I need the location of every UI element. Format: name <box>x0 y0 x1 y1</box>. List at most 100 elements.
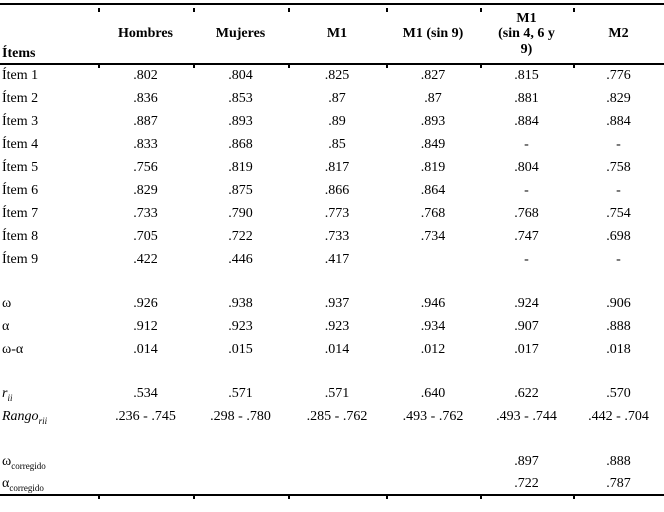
cell-value: .493 - .744 <box>496 408 557 424</box>
cell-value: .705 <box>133 228 158 244</box>
cell-value: .815 <box>514 68 539 83</box>
tick-mark <box>193 495 195 499</box>
tick-mark <box>573 8 575 12</box>
cell-value: .015 <box>228 341 253 357</box>
row-label: αcorregido <box>0 473 98 495</box>
cell-value: .804 <box>228 68 253 83</box>
cell-value: .747 <box>514 228 539 244</box>
results-table: Ítems Hombres Mujeres M1 M1 (sin 9) M1 (… <box>0 3 664 496</box>
cell-value: .819 <box>420 159 446 175</box>
section-gap <box>0 428 664 451</box>
cell-value: .754 <box>606 205 631 221</box>
cell-value: .804 <box>514 159 539 175</box>
item-row: Ítem 8 .705 .722 .733 .734 .747 .698 <box>0 225 664 248</box>
row-label-subscript: corregido <box>9 482 44 493</box>
cell-value: .906 <box>606 295 631 311</box>
cell-value: .85 <box>328 136 346 152</box>
spacer-row <box>0 361 664 382</box>
row-label: Rangorii <box>0 405 98 428</box>
col-header-m1-sin9: M1 (sin 9) <box>402 26 464 42</box>
cell-value: .014 <box>133 341 158 357</box>
row-label: ω-α <box>2 341 24 357</box>
table-header: Ítems Hombres Mujeres M1 M1 (sin 9) M1 (… <box>0 4 664 64</box>
cell-value: .733 <box>324 228 350 244</box>
cell-value: .926 <box>133 295 158 311</box>
tick-mark <box>288 8 290 12</box>
cell-value: .698 <box>606 228 631 244</box>
row-label: ω <box>2 295 12 311</box>
items-section: Ítem 1 .802 .804 .825 .827 .815 .776 Ítem 2 .836… <box>0 64 664 271</box>
cell-value: .849 <box>420 136 446 152</box>
cell-value: .87 <box>328 90 346 106</box>
cell-value: .888 <box>606 454 631 469</box>
item-row: Ítem 4 .833 .868 .85 .849 - - <box>0 133 664 156</box>
cell-value: .773 <box>324 205 350 221</box>
reliability-row: ω .926 .938 .937 .946 .924 .906 <box>0 292 664 315</box>
row-label: Ítem 4 <box>2 136 39 152</box>
cell-value: .87 <box>424 90 442 106</box>
cell-value: .829 <box>606 90 631 106</box>
cell-value: .570 <box>606 385 631 401</box>
item-row: Ítem 9 .422 .446 .417 - - <box>0 248 664 271</box>
corrected-section: ωcorregido .897.888 αcorregido .722.787 <box>0 451 664 495</box>
reliability-table-figure: Ítems Hombres Mujeres M1 M1 (sin 9) M1 (… <box>0 3 664 512</box>
cell-value: .825 <box>324 68 350 83</box>
cell-value: .722 <box>228 228 253 244</box>
cell-value: .829 <box>133 182 158 198</box>
spacer-row <box>0 271 664 292</box>
item-row: Ítem 6 .829 .875 .866 .864 - - <box>0 179 664 202</box>
cell-value: .534 <box>133 385 158 401</box>
cell-value: .422 <box>133 251 158 267</box>
cell-value: .298 - .780 <box>210 408 271 424</box>
reliability-row: α .912 .923 .923 .934 .907 .888 <box>0 315 664 338</box>
col-header-mujeres: Mujeres <box>215 26 266 42</box>
row-label: Ítem 9 <box>2 251 39 267</box>
cell-value <box>386 473 480 495</box>
cell-value <box>288 473 386 495</box>
cell-value: .790 <box>228 205 253 221</box>
tick-mark <box>386 495 388 499</box>
cell-value: .893 <box>420 113 446 129</box>
cell-value: .734 <box>420 228 446 244</box>
tick-mark <box>480 64 482 68</box>
tick-mark <box>98 64 100 68</box>
cell-value: .758 <box>606 159 631 175</box>
cell-value: .866 <box>324 182 350 198</box>
item-row: Ítem 5 .756 .819 .817 .819 .804 .758 <box>0 156 664 179</box>
cell-value: .722 <box>514 475 539 491</box>
cell-value: - <box>524 251 529 267</box>
row-label: Ítem 2 <box>2 90 39 106</box>
row-label: Ítem 6 <box>2 182 39 198</box>
cell-value: .768 <box>514 205 539 221</box>
row-label: ωcorregido <box>0 451 98 473</box>
cell-value: .868 <box>228 136 253 152</box>
cell-value: .776 <box>606 68 631 83</box>
cell-value: .887 <box>133 113 158 129</box>
section-gap <box>0 271 664 292</box>
tick-mark <box>573 64 575 68</box>
item-row: Ítem 3 .887 .893 .89 .893 .884 .884 <box>0 110 664 133</box>
cell-value: .787 <box>606 475 631 491</box>
row-label: Ítem 8 <box>2 228 39 244</box>
cell-value: .571 <box>324 385 350 401</box>
cell-value: .018 <box>606 341 631 357</box>
col-header-m1: M1 <box>326 26 348 42</box>
cell-value: .802 <box>133 68 158 83</box>
cell-value: .89 <box>328 113 346 129</box>
row-label: rii <box>0 382 98 405</box>
cell-value: .768 <box>420 205 446 221</box>
row-label-base: α <box>2 475 10 491</box>
header-row: Ítems Hombres Mujeres M1 M1 (sin 9) M1 (… <box>0 4 664 64</box>
cell-value: - <box>616 136 621 152</box>
cell-value: .946 <box>420 295 446 311</box>
cell-value: .446 <box>228 251 253 267</box>
tick-mark <box>573 495 575 499</box>
cell-value: .640 <box>420 385 446 401</box>
cell-value: .012 <box>420 341 446 357</box>
corrected-row: αcorregido .722 .787 <box>0 473 664 495</box>
item-row: Ítem 1 .802 .804 .825 .827 .815 .776 <box>0 64 664 87</box>
col-header-hombres: Hombres <box>118 26 173 42</box>
cell-value: .819 <box>228 159 253 175</box>
cell-value: .017 <box>514 341 539 357</box>
cell-value: .733 <box>133 205 158 221</box>
